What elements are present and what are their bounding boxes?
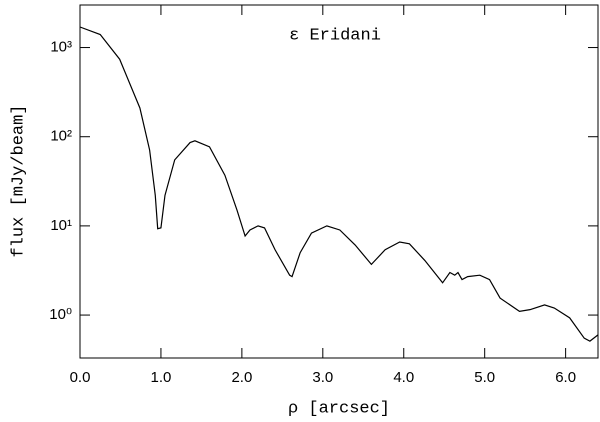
x-tick-label: 6.0 — [555, 369, 576, 386]
x-tick-label: 2.0 — [231, 369, 252, 386]
x-tick-label: 0.0 — [70, 369, 91, 386]
y-tick-label: 10¹ — [50, 217, 72, 234]
x-tick-label: 3.0 — [312, 369, 333, 386]
y-tick-label: 10⁰ — [49, 306, 72, 323]
x-tick-label: 5.0 — [474, 369, 495, 386]
x-axis-label: ρ [arcsec] — [288, 399, 390, 418]
y-tick-label: 10² — [50, 128, 72, 145]
plot-frame — [79, 4, 599, 359]
y-axis-label: flux [mJy/beam] — [9, 104, 28, 257]
data-line — [79, 26, 599, 342]
chart-title: ε Eridani — [289, 26, 381, 45]
x-tick-label: 4.0 — [393, 369, 414, 386]
x-tick-label: 1.0 — [151, 369, 172, 386]
y-tick-label: 10³ — [50, 39, 72, 56]
